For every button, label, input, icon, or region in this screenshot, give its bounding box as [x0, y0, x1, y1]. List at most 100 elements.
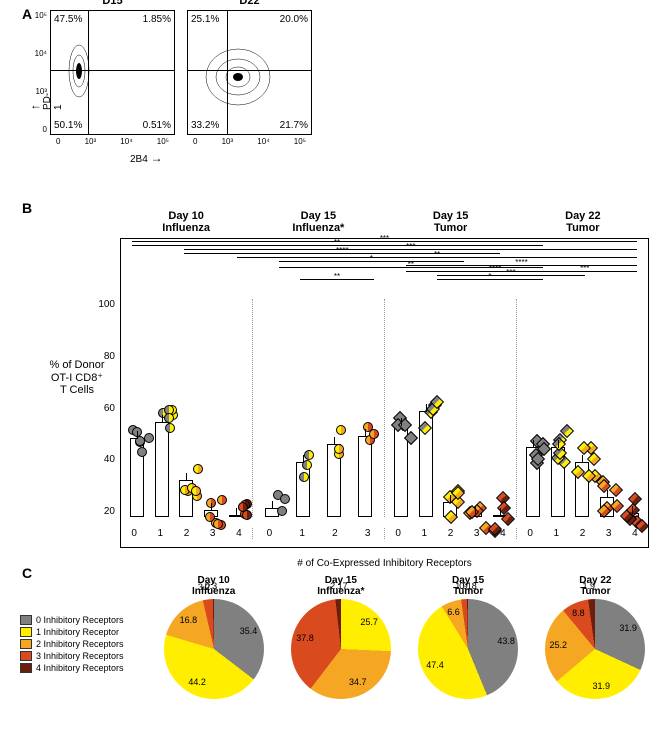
bar	[468, 513, 482, 517]
data-marker	[444, 510, 458, 524]
legend-text: 0 Inhibitory Receptors	[36, 615, 124, 625]
bar-header: Day 15 Tumor	[385, 210, 517, 234]
data-marker	[299, 472, 309, 482]
pie-wrap: Day 15 Influenza*25.734.737.82.17	[291, 575, 391, 699]
data-marker	[610, 499, 624, 513]
bar-plot: % of Donor OT-I CD8⁺ T Cells 10080604020…	[120, 238, 649, 548]
data-marker	[137, 447, 147, 457]
data-marker	[369, 429, 379, 439]
pie-slice-label: 47.4	[426, 660, 444, 670]
sig-line: **	[300, 279, 374, 284]
data-marker	[418, 421, 432, 435]
pie-slice-label: 16.8	[180, 615, 198, 625]
legend-text: 4 Inhibitory Receptors	[36, 663, 124, 673]
bar-xgroup: 01234	[384, 528, 516, 539]
bar-headers: Day 10 InfluenzaDay 15 Influenza*Day 15 …	[30, 210, 649, 234]
2b4-axis-label: 2B4 →	[130, 151, 163, 165]
scatter-title: D22	[188, 0, 311, 7]
data-marker	[404, 431, 418, 445]
data-marker	[336, 425, 346, 435]
pie-slice-label: 34.7	[349, 677, 367, 687]
data-marker	[144, 433, 154, 443]
bar-group	[516, 299, 648, 517]
bar	[526, 447, 540, 517]
bar-header: Day 22 Tumor	[517, 210, 649, 234]
pie-chart: 43.847.46.61.90.18	[418, 599, 518, 699]
bar	[179, 480, 193, 517]
data-marker	[217, 495, 227, 505]
data-marker	[193, 464, 203, 474]
bar	[551, 447, 565, 517]
bar-header: Day 15 Influenza*	[252, 210, 384, 234]
bar-group	[384, 299, 516, 517]
legend-swatch	[20, 627, 32, 637]
legend-swatch	[20, 639, 32, 649]
legend-swatch	[20, 663, 32, 673]
pie-slice-label: 31.9	[619, 623, 637, 633]
bar	[625, 513, 639, 517]
bar	[265, 508, 279, 517]
data-marker	[609, 482, 623, 496]
panel-b: Day 10 InfluenzaDay 15 Influenza*Day 15 …	[30, 210, 649, 548]
bar-group	[252, 299, 384, 517]
bar-yaxis: 10080604020	[87, 299, 115, 517]
scatter-wrap: D15 47.5% 1.85% 50.1% 0.51% 10⁵10⁴10³0 0…	[50, 10, 312, 135]
legend-row: 2 Inhibitory Receptors	[20, 639, 150, 649]
bar	[443, 502, 457, 517]
pie-slice-label: 8.8	[572, 608, 585, 618]
sig-line: ***	[532, 271, 637, 276]
bar	[130, 438, 144, 517]
bar	[600, 497, 614, 517]
legend-text: 3 Inhibitory Receptors	[36, 651, 124, 661]
data-marker	[277, 506, 287, 516]
pie-chart: 25.734.737.82.17	[291, 599, 391, 699]
pie-slice-label: 31.9	[592, 681, 610, 691]
pie-slice-label: 37.8	[296, 633, 314, 643]
data-marker	[242, 510, 252, 520]
pie-slice-label: 6.6	[447, 607, 460, 617]
legend: 0 Inhibitory Receptors1 Inhibitory Recep…	[20, 615, 150, 675]
data-marker	[334, 444, 344, 454]
data-marker	[280, 494, 290, 504]
bar-group	[121, 299, 252, 517]
pie-wrap: Day 15 Tumor43.847.46.61.90.18	[418, 575, 518, 699]
scatter-svg	[188, 11, 311, 134]
bars-area	[121, 299, 648, 517]
bar-xlabel: # of Co-Expressed Inhibitory Receptors	[121, 558, 648, 569]
data-marker	[191, 486, 201, 496]
pie-slice-label: 25.7	[360, 617, 378, 627]
bar	[394, 425, 408, 517]
bar	[575, 462, 589, 517]
bar	[327, 444, 341, 517]
panel-c: 0 Inhibitory Receptors1 Inhibitory Recep…	[20, 575, 659, 699]
data-marker	[165, 423, 175, 433]
scatter-1: D22 25.1% 20.0% 33.2% 21.7% 010³10⁴10⁵	[187, 10, 312, 135]
data-marker	[587, 452, 601, 466]
data-marker	[164, 413, 174, 423]
legend-swatch	[20, 651, 32, 661]
sig-line: *	[437, 279, 542, 284]
pie-slice-label: 0.18	[459, 581, 477, 591]
pie-slice-label: 0.3	[205, 581, 218, 591]
data-marker	[205, 512, 215, 522]
scatter-title: D15	[51, 0, 174, 7]
pie-slice-label: 35.4	[240, 626, 258, 636]
pie-slice-label: 44.2	[188, 677, 206, 687]
bar	[229, 515, 243, 517]
legend-text: 2 Inhibitory Receptors	[36, 639, 124, 649]
bar-xgroup: 0123	[252, 528, 384, 539]
bar-xgroup: 01234	[121, 528, 252, 539]
pie-slice-label: 43.8	[497, 636, 515, 646]
legend-row: 0 Inhibitory Receptors	[20, 615, 150, 625]
sig-lines: **********************************	[121, 241, 648, 297]
bar	[155, 422, 169, 517]
bar	[358, 436, 372, 517]
pie-chart: 31.931.925.28.81.9	[545, 599, 645, 699]
scatter-0: D15 47.5% 1.85% 50.1% 0.51% 10⁵10⁴10³0 0…	[50, 10, 175, 135]
pie-slice-label: 25.2	[550, 640, 568, 650]
pie-wrap: Day 10 Influenza35.444.216.83.20.3	[164, 575, 264, 699]
bar	[493, 515, 507, 517]
legend-swatch	[20, 615, 32, 625]
pie-wrap: Day 22 Tumor31.931.925.28.81.9	[545, 575, 645, 699]
pies: Day 10 Influenza35.444.216.83.20.3Day 15…	[150, 575, 659, 699]
